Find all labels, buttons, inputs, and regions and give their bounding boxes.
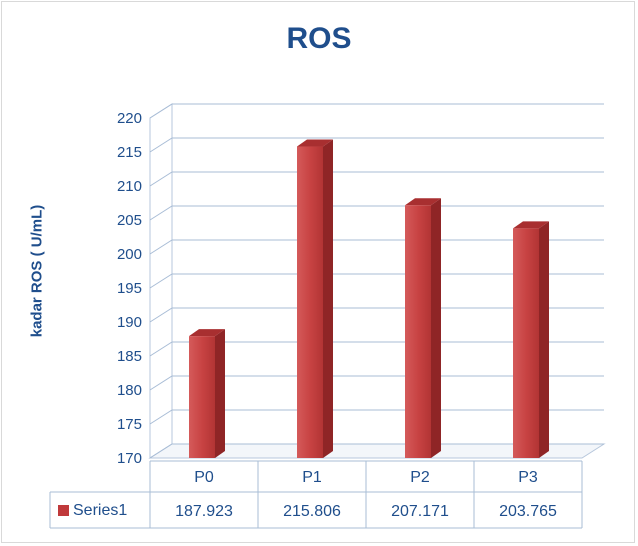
bar-top-face xyxy=(297,139,333,147)
gridline xyxy=(149,103,604,119)
bar-front-face xyxy=(513,228,539,458)
data-label: 215.806 xyxy=(283,503,341,520)
bar-side-face xyxy=(431,198,441,459)
bar-top-face xyxy=(513,221,549,229)
gridline xyxy=(149,341,604,357)
gridline xyxy=(149,171,604,187)
y-tick-label: 220 xyxy=(117,110,142,127)
bar-side-face xyxy=(215,329,225,458)
bar-front-face xyxy=(405,205,431,458)
bar xyxy=(189,329,225,458)
y-tick-label: 190 xyxy=(117,314,142,331)
gridline xyxy=(149,137,604,153)
y-tick-label: 200 xyxy=(117,246,142,263)
x-category-label: P3 xyxy=(518,469,538,486)
gridline xyxy=(149,205,604,221)
data-label: 203.765 xyxy=(499,503,557,520)
chart-title: ROS xyxy=(286,22,352,55)
gridline xyxy=(149,239,604,255)
gridline xyxy=(149,307,604,323)
x-category-label: P0 xyxy=(194,469,214,486)
x-category-label: P2 xyxy=(410,469,430,486)
y-tick-label: 180 xyxy=(117,382,142,399)
y-tick-label: 205 xyxy=(117,212,142,229)
gridline xyxy=(149,273,604,289)
y-tick-label: 170 xyxy=(117,450,142,467)
x-category-label: P1 xyxy=(302,469,322,486)
legend-swatch xyxy=(58,505,69,516)
y-tick-label: 215 xyxy=(117,144,142,161)
y-tick-label: 175 xyxy=(117,416,142,433)
y-tick-label: 195 xyxy=(117,280,142,297)
data-label: 207.171 xyxy=(391,503,449,520)
bar xyxy=(297,139,333,458)
bar xyxy=(405,198,441,459)
bar-front-face xyxy=(189,336,215,458)
y-tick-label: 185 xyxy=(117,348,142,365)
gridline xyxy=(149,409,604,425)
y-tick-label: 210 xyxy=(117,178,142,195)
bar-front-face xyxy=(297,146,323,458)
data-label: 187.923 xyxy=(175,503,233,520)
bar-top-face xyxy=(189,329,225,337)
gridline xyxy=(149,375,604,391)
bar-side-face xyxy=(539,221,549,458)
legend-series-name: Series1 xyxy=(73,502,127,519)
gridline xyxy=(149,443,604,459)
bar xyxy=(513,221,549,458)
bar-top-face xyxy=(405,198,441,206)
bar-side-face xyxy=(323,139,333,458)
